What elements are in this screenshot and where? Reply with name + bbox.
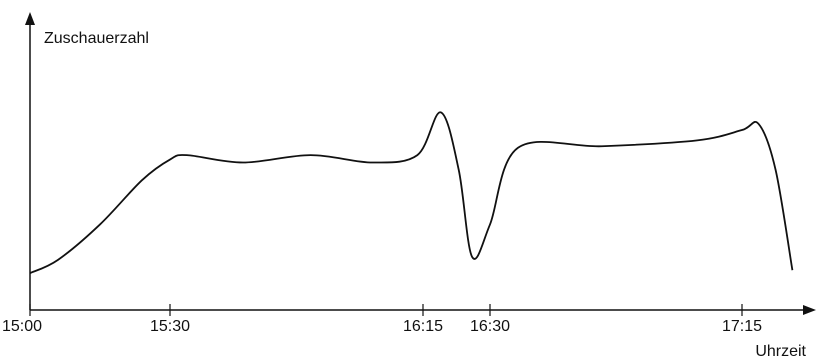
y-axis-label: Zuschauerzahl	[44, 30, 149, 47]
x-axis-label: Uhrzeit	[755, 343, 806, 360]
x-axis-arrow	[803, 305, 816, 315]
y-axis-arrow	[25, 12, 35, 25]
x-tick-label: 15:00	[2, 318, 42, 335]
x-tick-label: 16:30	[470, 318, 510, 335]
x-tick-label: 15:30	[150, 318, 190, 335]
line	[29, 111, 794, 274]
x-tick-label: 16:15	[403, 318, 443, 335]
x-tick-label: 17:15	[722, 318, 762, 335]
